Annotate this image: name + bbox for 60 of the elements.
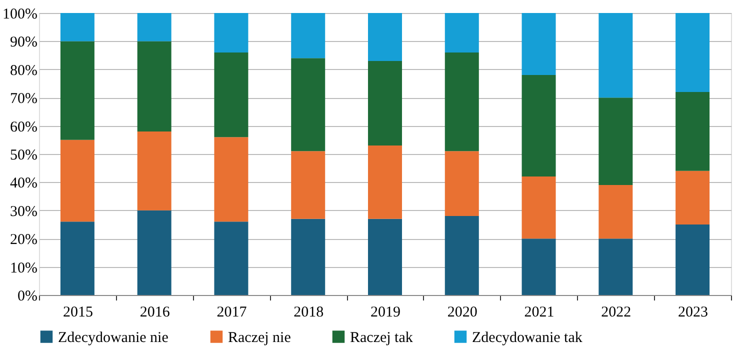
y-tick-label: 20% [10, 232, 38, 248]
bar [444, 216, 479, 295]
bar [214, 13, 248, 52]
bar [368, 13, 402, 61]
bar [522, 176, 556, 239]
bar [291, 58, 326, 152]
y-tick-label: 50% [10, 148, 38, 164]
bar [676, 92, 710, 171]
bar [444, 13, 479, 52]
bar [214, 52, 248, 138]
y-tick-label: 90% [10, 34, 38, 51]
bar [676, 13, 710, 92]
x-tick-label: 2023 [678, 304, 708, 320]
x-tick-label: 2018 [294, 304, 324, 320]
x-tick-label: 2022 [601, 304, 632, 320]
y-tick-label: 80% [10, 62, 38, 79]
legend-label: Zdecydowanie nie [58, 330, 169, 346]
y-tick-label: 40% [10, 176, 38, 192]
y-tick-label: 30% [10, 204, 38, 220]
bar [60, 41, 94, 140]
bar [522, 75, 556, 177]
bar [137, 210, 172, 295]
x-tick-label: 2019 [370, 304, 400, 320]
bar [291, 218, 326, 295]
legend-label: Raczej tak [350, 330, 414, 346]
bar [522, 238, 556, 295]
x-tick-label: 2016 [140, 304, 170, 320]
y-tick-label: 60% [10, 119, 38, 136]
bar [598, 238, 633, 295]
bar [137, 41, 172, 132]
x-tick-label: 2015 [62, 304, 93, 320]
bar [60, 13, 94, 42]
legend-label: Raczej nie [228, 330, 292, 346]
bar [598, 185, 633, 239]
bar [368, 60, 402, 146]
y-tick-label: 10% [10, 260, 38, 276]
bar [598, 98, 633, 186]
legend-label: Zdecydowanie tak [472, 330, 583, 346]
bar [214, 222, 248, 295]
bar [291, 151, 326, 219]
x-tick-label: 2020 [447, 304, 478, 320]
y-tick-label: 100% [2, 6, 38, 22]
bar [137, 131, 172, 210]
bar [444, 151, 479, 216]
bar [598, 13, 633, 98]
y-tick-label: 70% [10, 91, 38, 108]
bar [137, 13, 172, 42]
y-tick-label: 0% [18, 288, 38, 304]
bar [444, 52, 479, 152]
bar [676, 224, 710, 295]
bar [214, 137, 248, 222]
bar [60, 140, 94, 222]
bar [522, 13, 556, 76]
bar [676, 170, 710, 224]
x-tick-label: 2021 [524, 304, 554, 320]
bar [291, 13, 326, 58]
bar [60, 222, 94, 295]
bar [368, 146, 402, 219]
bar [368, 218, 402, 295]
x-tick-label: 2017 [216, 304, 248, 320]
